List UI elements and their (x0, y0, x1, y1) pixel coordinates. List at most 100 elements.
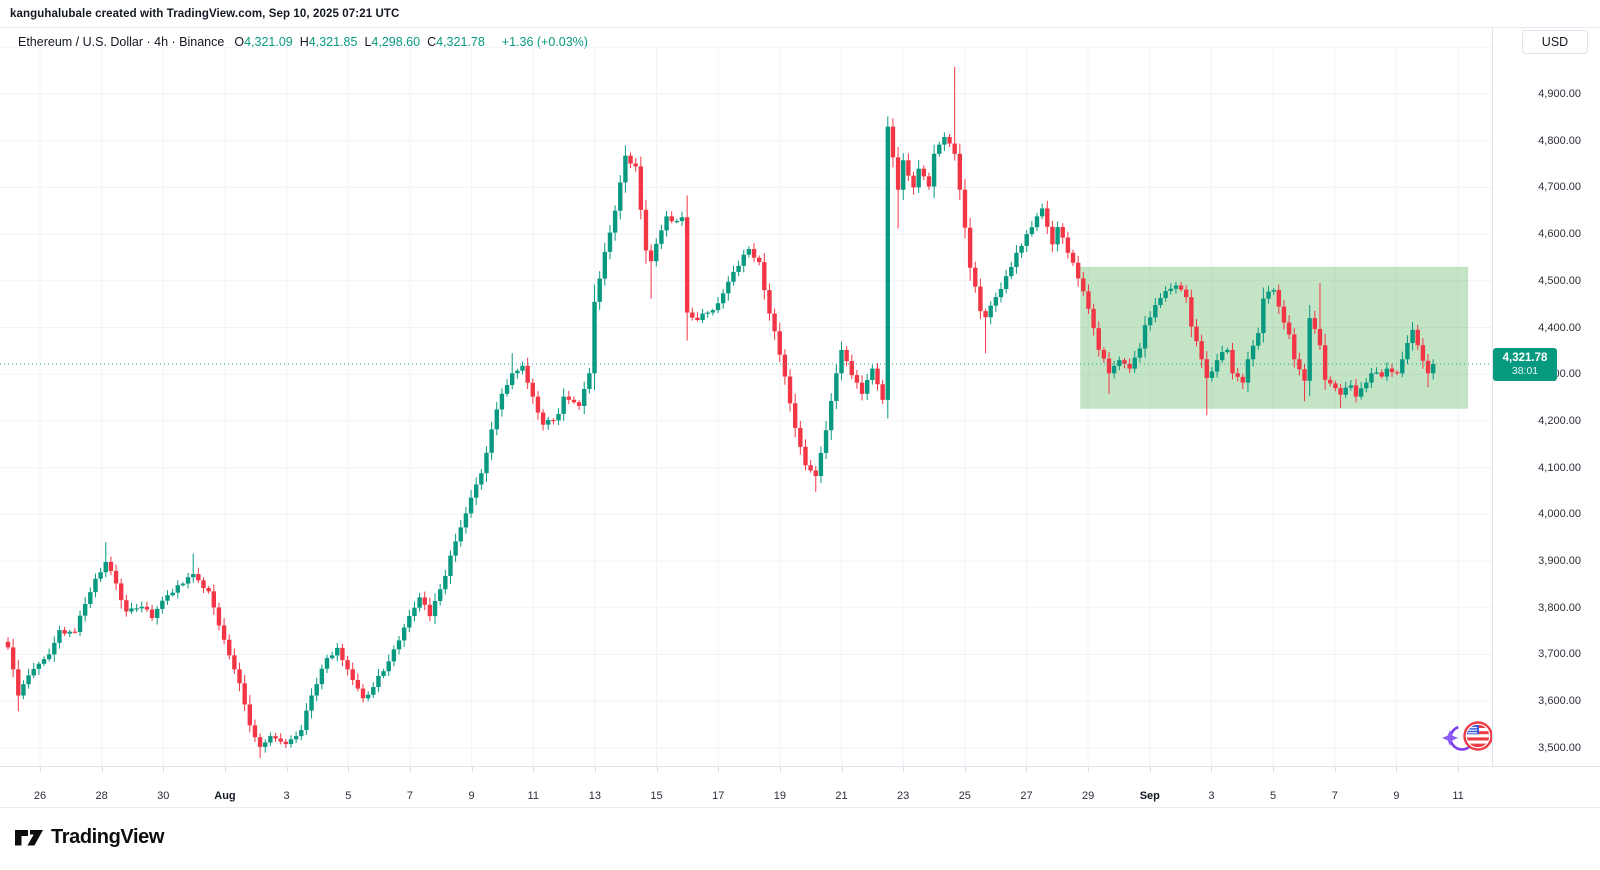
candle (952, 66, 957, 161)
time-axis-label: 28 (95, 790, 108, 802)
candle (1307, 305, 1312, 397)
candle (1328, 376, 1333, 387)
candle (1281, 299, 1287, 330)
time-axis[interactable]: 26 28 30 Aug 3 5 7 9 11 13 15 17 19 21 23 25 27 29 Sep 3 5 7 9… (0, 766, 1600, 807)
candle (5, 637, 11, 650)
candle (350, 662, 355, 686)
candle (360, 684, 366, 703)
candle (684, 195, 690, 341)
candle (391, 645, 397, 667)
candle (1153, 298, 1158, 323)
candle (52, 636, 57, 662)
candle (1199, 334, 1204, 368)
candlestick-chart[interactable] (0, 47, 1600, 766)
time-axis-tick (1088, 767, 1090, 772)
time-axis-label: 9 (1393, 790, 1400, 802)
candle (741, 249, 746, 273)
candle (772, 308, 777, 340)
candle (407, 609, 412, 633)
symbol-info-bar[interactable]: Ethereum / U.S. Dollar · 4h · Binance O4… (18, 33, 588, 51)
candle (386, 654, 391, 677)
candle (1158, 293, 1163, 309)
candle (1122, 357, 1127, 369)
candle (504, 379, 510, 397)
candle (890, 118, 896, 168)
candle (396, 636, 402, 655)
header-divider (0, 27, 1600, 28)
candle (674, 218, 680, 224)
candle (1055, 221, 1060, 252)
time-axis-tick (1273, 767, 1275, 772)
price-axis-label: 3,500.00 (1538, 741, 1581, 754)
candle (510, 353, 515, 390)
ohlc-h: H4,321.85 (299, 35, 358, 49)
candle (335, 643, 340, 662)
range-highlight-box[interactable] (1080, 266, 1469, 409)
time-axis-tick (718, 767, 720, 772)
candle (1204, 351, 1209, 416)
time-axis-label: 5 (1270, 790, 1277, 802)
candle (1317, 283, 1323, 350)
candle (180, 582, 186, 587)
candle (1163, 286, 1168, 302)
candle (129, 602, 134, 614)
candle (777, 322, 782, 363)
candle (978, 278, 983, 320)
symbol-title[interactable]: Ethereum / U.S. Dollar · 4h · Binance (18, 35, 225, 49)
time-axis-tick (1334, 767, 1336, 772)
candle (263, 739, 268, 753)
time-axis-label: 11 (1452, 790, 1464, 802)
candle (1240, 373, 1245, 389)
time-axis-label: 29 (1082, 790, 1095, 802)
candle (834, 363, 839, 410)
ai-sparkle-icon (1442, 730, 1458, 746)
candle (535, 391, 541, 420)
currency-toggle-button[interactable]: USD (1522, 30, 1588, 54)
candle (1245, 351, 1251, 392)
candle (916, 160, 921, 193)
candle (525, 357, 530, 390)
candle (1369, 367, 1374, 389)
price-axis-label: 4,900.00 (1538, 88, 1581, 100)
candle (257, 733, 263, 759)
candle (1003, 269, 1009, 294)
candle (72, 627, 78, 634)
candle (1189, 289, 1194, 338)
candle (988, 301, 993, 325)
time-axis-tick (594, 767, 596, 772)
time-axis-tick (163, 767, 165, 772)
candle (448, 550, 453, 584)
candle (1194, 318, 1199, 347)
candle (1101, 347, 1107, 363)
candle (304, 703, 309, 735)
candle (582, 381, 587, 415)
candle (808, 459, 813, 473)
price-axis[interactable]: 4,900.00 4,800.00 4,700.00 4,600.00 4,500.00… (1492, 28, 1600, 807)
candle (1297, 352, 1302, 376)
candle (1225, 347, 1230, 354)
candle (155, 606, 160, 625)
candle (654, 238, 659, 267)
candle (458, 520, 463, 547)
time-axis-tick (40, 767, 41, 772)
time-axis-label: 30 (157, 790, 170, 802)
candle (1384, 362, 1390, 381)
candle (983, 308, 988, 354)
candle (1075, 255, 1081, 287)
time-axis-label: 21 (835, 790, 848, 802)
candle (82, 597, 88, 622)
candle (1374, 367, 1379, 375)
candle (365, 691, 371, 701)
candle (1117, 356, 1122, 371)
candle (93, 573, 98, 598)
candle (103, 542, 108, 578)
candle (227, 634, 232, 660)
candle (648, 244, 654, 299)
candle (412, 601, 417, 622)
time-axis-label: Sep (1139, 790, 1160, 802)
price-axis-label: 4,600.00 (1538, 228, 1581, 241)
us-flag-icon[interactable] (1463, 721, 1493, 751)
candle (1286, 315, 1292, 340)
candle (329, 651, 335, 660)
candle (1065, 232, 1071, 259)
